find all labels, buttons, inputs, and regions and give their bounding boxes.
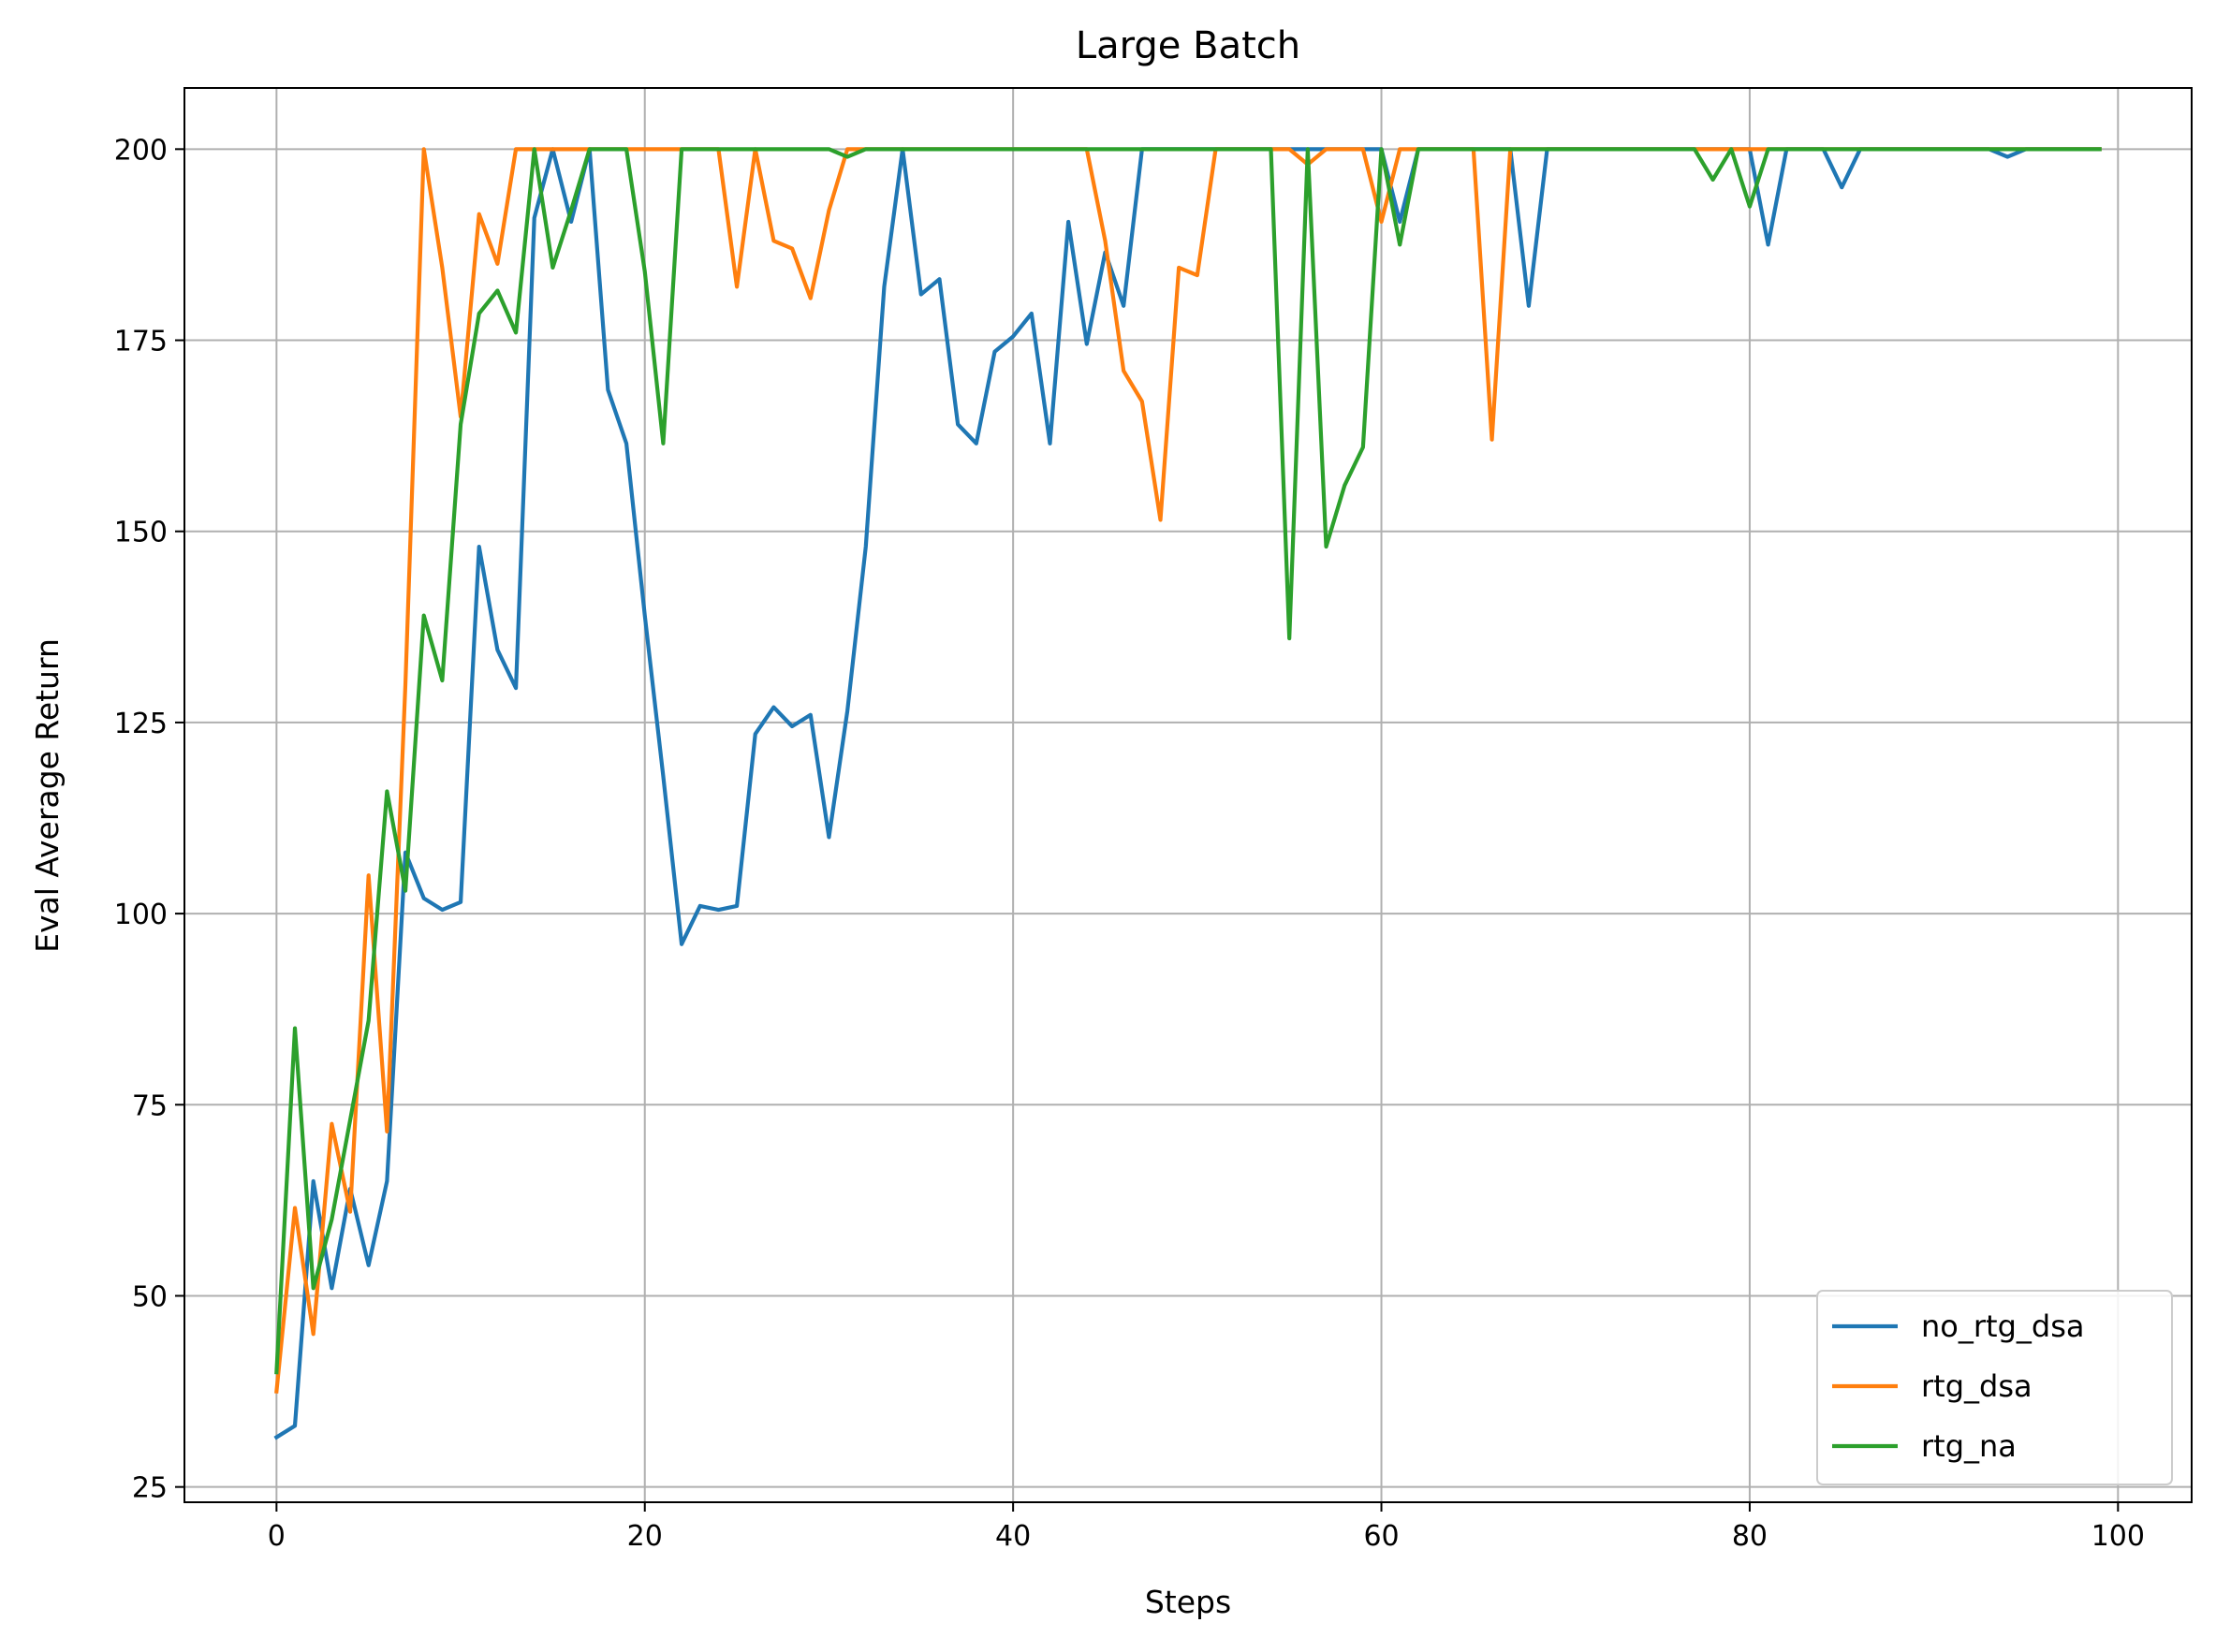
x-tick-label: 80	[1732, 1520, 1768, 1553]
y-tick-label: 75	[132, 1089, 168, 1122]
legend-entry-label: rtg_dsa	[1921, 1368, 2033, 1404]
y-tick-label: 100	[114, 899, 168, 931]
y-tick-label: 50	[132, 1280, 168, 1313]
series-line-rtg-na	[274, 147, 2102, 1375]
legend-entry-label: no_rtg_dsa	[1921, 1308, 2084, 1344]
y-axis-label: Eval Average Return	[29, 638, 66, 953]
legend-box	[1816, 1290, 2173, 1485]
y-tick-label: 125	[114, 708, 168, 740]
y-tick-label: 25	[132, 1472, 168, 1505]
x-tick-label: 60	[1363, 1520, 1399, 1553]
x-tick-label: 20	[627, 1520, 663, 1553]
legend-entry-label: rtg_na	[1921, 1428, 2017, 1464]
x-tick-label: 100	[2091, 1520, 2145, 1553]
y-tick-label: 150	[114, 517, 168, 549]
y-tick-label: 175	[114, 326, 168, 358]
legend: no_rtg_dsa rtg_dsa rtg_na	[1816, 1290, 2173, 1485]
x-tick-label: 0	[268, 1520, 286, 1553]
y-axis-ticks: 25 50 75 100 125 150 175 200	[114, 134, 184, 1505]
plot-area-frame	[183, 87, 2193, 1503]
chart-title: Large Batch	[1076, 24, 1300, 67]
x-tick-label: 40	[995, 1520, 1031, 1553]
y-tick-label: 200	[114, 134, 168, 167]
series-layer	[273, 147, 2102, 1440]
x-axis-label: Steps	[1145, 1584, 1231, 1620]
x-axis-ticks: 0 20 40 60 80 100	[268, 1502, 2145, 1553]
